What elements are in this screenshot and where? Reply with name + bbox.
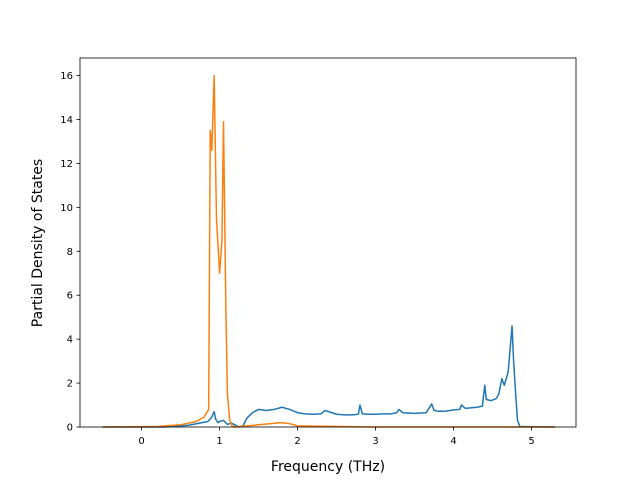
y-tick-label: 16 <box>60 71 73 82</box>
series-layer <box>102 74 555 428</box>
x-tick-label: 3 <box>372 436 378 447</box>
plot-frame <box>79 57 577 428</box>
y-tick-label: 10 <box>60 203 73 214</box>
x-axis-label: Frequency (THz) <box>271 459 385 475</box>
y-tick-label: 2 <box>67 379 73 390</box>
series-line-0 <box>102 325 555 428</box>
x-tick-label: 5 <box>528 436 534 447</box>
y-tick-label: 0 <box>67 423 73 434</box>
x-tick-label: 2 <box>294 436 300 447</box>
x-tick-label: 4 <box>450 436 456 447</box>
y-tick-label: 4 <box>67 335 73 346</box>
y-tick-label: 14 <box>60 115 73 126</box>
y-tick-label: 6 <box>67 291 73 302</box>
x-tick-label: 0 <box>138 436 144 447</box>
y-axis-label: Partial Density of States <box>30 159 46 327</box>
y-tick-label: 8 <box>67 247 73 258</box>
y-tick-label: 12 <box>60 159 73 170</box>
x-tick-label: 1 <box>216 436 222 447</box>
series-line-1 <box>102 74 555 428</box>
